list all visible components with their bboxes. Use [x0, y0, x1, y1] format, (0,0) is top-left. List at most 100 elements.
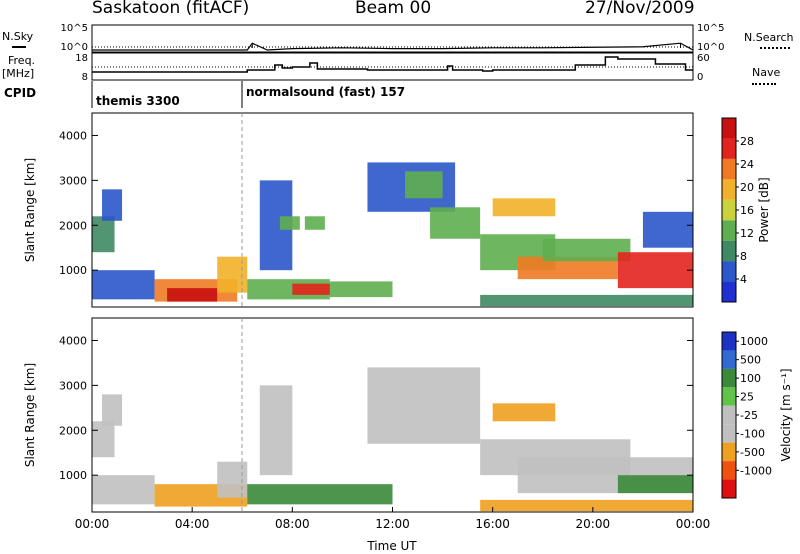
data-cell-14	[430, 207, 481, 239]
nsearch-legend-line	[760, 47, 790, 49]
freq-series-line	[92, 56, 693, 73]
data-cell-19	[617, 252, 693, 289]
velocity-colorbar-segment	[722, 405, 736, 425]
date-title: 27/Nov/2009	[585, 0, 695, 18]
ytick-label: 3000	[59, 379, 87, 392]
data-cell-12	[480, 499, 693, 512]
velocity-yaxis: 1000 2000 3000 4000	[59, 334, 693, 482]
frequency-panel: 18 8 60 0	[75, 52, 710, 83]
power-colorbar-segment	[722, 199, 736, 221]
nsky-label: N.Sky	[2, 30, 34, 43]
freq-right-ytick-0: 0	[697, 72, 703, 83]
cpid-label-themis: themis 3300	[96, 94, 180, 108]
noise-right-ytick-bottom: 10^0	[697, 42, 724, 53]
power-colorbar-label: 8	[740, 250, 747, 263]
beam-title: Beam 00	[355, 0, 432, 18]
velocity-colorbar: 1000 500 100 25 -25 -100 -500 -1000	[721, 331, 772, 499]
xtick-label: 16:00	[475, 517, 510, 531]
data-cell-17	[517, 256, 618, 280]
velocity-colorbar-label: 25	[740, 391, 754, 404]
power-colorbar-label: 4	[740, 273, 747, 286]
ytick-label: 1000	[59, 264, 87, 277]
power-colorbar-segment	[722, 281, 736, 302]
ytick-label: 3000	[59, 174, 87, 187]
freq-label: Freq.	[8, 54, 36, 67]
power-colorbar-label: 20	[740, 181, 754, 194]
velocity-ylabel: Slant Range [km]	[23, 363, 37, 467]
cpid-panel: themis 3300 normalsound (fast) 157	[91, 81, 405, 108]
data-cell-2	[92, 270, 155, 300]
velocity-colorbar-label: -1000	[740, 464, 772, 477]
time-xaxis: 00:00 04:00 08:00 12:00 16:00 20:00 00:00	[75, 507, 711, 531]
power-colorbar-label: 12	[740, 227, 754, 240]
freq-ytick-8: 8	[82, 72, 88, 83]
cpid-label-normalsound: normalsound (fast) 157	[246, 85, 405, 99]
velocity-colorbar-segment	[722, 479, 736, 498]
ytick-label: 1000	[59, 469, 87, 482]
velocity-colorbar-label: 100	[740, 372, 761, 385]
velocity-panel: 1000 2000 3000 4000 Slant Range [km] 1000 50…	[23, 317, 793, 553]
power-panel: 1000 2000 3000 4000 Slant Range [km] 4 8 12 16…	[23, 112, 771, 308]
data-cell-2	[92, 475, 155, 505]
data-cell-9	[492, 403, 556, 422]
velocity-colorbar-label: -500	[740, 446, 765, 459]
noise-panel-frame	[91, 24, 694, 53]
power-colorbar-segment	[722, 118, 736, 139]
xaxis-label: Time UT	[366, 539, 417, 553]
data-cell-1	[102, 394, 123, 426]
velocity-colorbar-label: 500	[740, 354, 761, 367]
data-cell-6	[259, 385, 293, 476]
mhz-label: [MHz]	[2, 67, 35, 80]
freq-right-ytick-60: 60	[697, 53, 710, 64]
power-plot-frame	[91, 112, 694, 308]
ytick-label: 2000	[59, 219, 87, 232]
nave-legend-line	[752, 83, 776, 85]
data-cell-5	[247, 484, 393, 505]
noise-right-ytick-top: 10^5	[697, 23, 724, 34]
velocity-colorbar-segment	[722, 332, 736, 351]
velocity-colorbar-label: Velocity [m s⁻¹]	[779, 368, 793, 461]
nave-label: Nave	[752, 66, 781, 79]
power-ylabel: Slant Range [km]	[23, 158, 37, 262]
power-colorbar-segment	[722, 138, 736, 159]
xtick-label: 12:00	[375, 517, 410, 531]
xtick-label: 00:00	[676, 517, 711, 531]
power-colorbar-segment	[722, 240, 736, 262]
data-cell-4	[167, 288, 218, 302]
cpid-label: CPID	[4, 86, 37, 100]
data-cell-18	[542, 238, 631, 262]
velocity-colorbar-segment	[722, 442, 736, 462]
nsearch-label: N.Search	[744, 31, 794, 44]
power-colorbar-label: Power [dB]	[757, 177, 771, 242]
data-cell-5	[217, 256, 248, 293]
xtick-label: 00:00	[75, 517, 110, 531]
nsky-spikes	[251, 43, 681, 48]
velocity-colorbar-segment	[722, 424, 736, 443]
station-title: Saskatoon (fitACF)	[92, 0, 250, 18]
nsky-series-line	[92, 42, 694, 51]
power-yaxis: 1000 2000 3000 4000	[59, 129, 693, 277]
power-colorbar-segment	[722, 220, 736, 241]
power-colorbar-label: 24	[740, 158, 754, 171]
noise-ytick-bottom: 10^0	[61, 42, 88, 53]
power-colorbar-segment	[722, 158, 736, 180]
velocity-data-cells	[92, 367, 693, 512]
data-cell-8	[329, 281, 393, 298]
noise-ytick-top: 10^5	[61, 23, 88, 34]
data-cell-20	[642, 211, 693, 248]
data-cell-0	[92, 216, 115, 253]
xtick-label: 20:00	[576, 517, 611, 531]
ytick-label: 4000	[59, 334, 87, 347]
power-colorbar-label: 28	[740, 135, 754, 148]
power-colorbar-segment	[722, 261, 736, 282]
data-cell-7	[367, 367, 481, 444]
velocity-colorbar-segment	[722, 461, 736, 480]
velocity-colorbar-segment	[722, 387, 736, 406]
noise-panel: 10^5 10^0 10^5 10^0	[61, 23, 725, 53]
nsky-legend-line	[12, 46, 26, 48]
ytick-label: 4000	[59, 129, 87, 142]
power-colorbar: 4 8 12 16 20 24 28	[721, 117, 754, 303]
xtick-label: 04:00	[175, 517, 210, 531]
data-cell-7	[292, 283, 330, 295]
